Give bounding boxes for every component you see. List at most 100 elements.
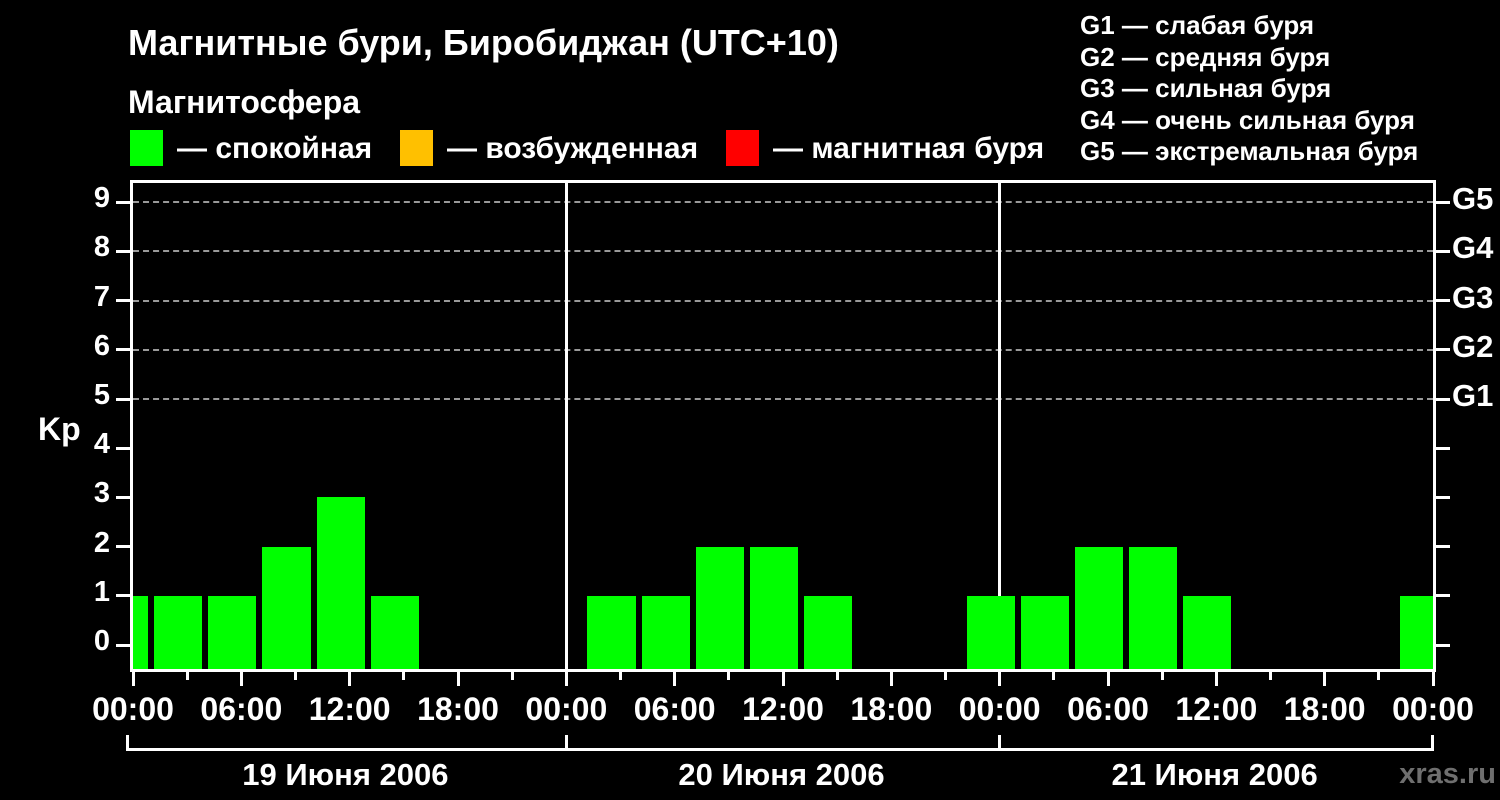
x-axis-minor-tick <box>185 672 189 680</box>
x-axis-major-tick <box>889 672 893 686</box>
x-axis-label: 06:00 <box>633 691 716 727</box>
gridline-kp-7 <box>133 299 1433 302</box>
y-axis-label: 6 <box>93 329 110 362</box>
kp-bar <box>1074 546 1124 669</box>
date-bracket-tick <box>1431 735 1434 748</box>
date-bracket-tick <box>564 735 568 748</box>
x-axis-major-tick <box>131 672 135 686</box>
g-scale-label-g2: G2 <box>1452 328 1494 364</box>
x-axis-major-tick <box>673 672 677 686</box>
x-axis-major-tick <box>781 672 785 686</box>
x-axis-label: 06:00 <box>1067 691 1149 727</box>
g-legend-line-3: G3 — сильная буря <box>1080 73 1332 103</box>
y-axis-tick <box>116 249 133 253</box>
g-scale-label-g1: G1 <box>1452 378 1494 413</box>
gridline-kp-9 <box>133 201 1433 204</box>
y-axis-label: 1 <box>93 575 110 608</box>
x-axis-major-tick <box>1214 672 1218 686</box>
day-separator-line <box>998 183 1002 669</box>
right-axis-tick <box>1433 495 1450 499</box>
x-axis-minor-tick <box>835 672 839 680</box>
y-axis-label: 8 <box>93 231 110 264</box>
legend-label-storm: — магнитная буря <box>773 132 1045 165</box>
x-axis-minor-tick <box>510 672 514 680</box>
y-axis-tick <box>116 545 133 549</box>
kp-bar <box>133 595 149 669</box>
x-axis-minor-tick <box>619 672 622 680</box>
kp-bar <box>1020 595 1069 669</box>
x-axis-minor-tick <box>727 672 731 680</box>
y-axis-label: 9 <box>93 182 110 215</box>
date-bracket-tick <box>126 735 129 748</box>
quiet-color-swatch <box>130 130 163 166</box>
kp-bar <box>154 595 203 669</box>
x-axis-label: 12:00 <box>1175 691 1258 727</box>
gridline-kp-5 <box>133 398 1433 400</box>
right-axis-tick <box>1433 200 1450 204</box>
x-axis-minor-tick <box>1052 672 1056 680</box>
date-label: 19 Июня 2006 <box>242 757 449 792</box>
x-axis-label: 00:00 <box>92 691 174 727</box>
x-axis-minor-tick <box>402 672 406 680</box>
date-bracket-tick <box>998 735 1002 748</box>
kp-bar <box>749 546 799 669</box>
x-axis-minor-tick <box>1269 672 1272 680</box>
x-axis-minor-tick <box>1377 672 1381 680</box>
kp-bar <box>1183 595 1232 669</box>
x-axis-major-tick <box>1323 672 1327 686</box>
g-legend-line-1: G1 — слабая буря <box>1080 10 1315 40</box>
x-axis-major-tick <box>564 672 568 686</box>
legend-label-quiet: — спокойная <box>177 132 373 165</box>
kp-bar <box>370 595 419 669</box>
gridline-kp-6 <box>133 348 1433 351</box>
kp-bar <box>695 546 744 669</box>
right-axis-tick <box>1433 594 1450 598</box>
date-bracket-line <box>126 748 1434 751</box>
legend-item-storm: — магнитная буря <box>726 130 1086 166</box>
x-axis-label: 18:00 <box>850 691 933 727</box>
x-axis-major-tick <box>239 672 243 686</box>
y-axis-tick <box>116 594 133 598</box>
y-axis-tick <box>116 495 133 499</box>
right-axis-tick <box>1433 446 1450 450</box>
y-axis-label: 0 <box>93 625 110 657</box>
y-axis-label: 4 <box>93 428 110 461</box>
storm-scale-legend: G1 — слабая буря G2 — средняя буря G3 — си… <box>1080 10 1418 168</box>
gridline-kp-8 <box>133 250 1433 253</box>
g-scale-label-g5: G5 <box>1452 181 1494 217</box>
kp-bar <box>1399 595 1433 669</box>
plot-area <box>133 183 1433 669</box>
date-label: 20 Июня 2006 <box>678 757 885 792</box>
watermark: xras.ru <box>1399 758 1496 790</box>
storm-color-swatch <box>726 130 759 166</box>
kp-bar <box>208 595 257 669</box>
x-axis-label: 12:00 <box>742 691 824 727</box>
g-legend-line-5: G5 — экстремальная буря <box>1080 136 1419 166</box>
x-axis-label: 00:00 <box>525 691 608 727</box>
x-axis-major-tick <box>1106 672 1110 686</box>
legend-item-quiet: — спокойная <box>130 130 490 166</box>
excited-color-swatch <box>400 130 433 166</box>
x-axis-label: 12:00 <box>308 691 391 727</box>
y-axis-label: 5 <box>93 379 110 411</box>
kp-bar <box>316 497 365 669</box>
y-axis-tick <box>116 200 133 204</box>
right-axis-tick <box>1433 397 1450 401</box>
x-axis-label: 18:00 <box>417 691 499 727</box>
kp-bar <box>262 546 311 669</box>
legend-label-excited: — возбужденная <box>447 132 699 165</box>
g-legend-line-2: G2 — средняя буря <box>1080 41 1331 72</box>
x-axis-minor-tick <box>944 672 947 680</box>
kp-bar <box>1129 546 1178 669</box>
y-axis-title: Kp <box>38 411 81 447</box>
page-title: Магнитные бури, Биробиджан (UTC+10) <box>128 22 839 63</box>
g-scale-label-g4: G4 <box>1452 230 1494 266</box>
g-scale-label-g3: G3 <box>1452 279 1494 315</box>
right-axis-tick <box>1433 348 1450 352</box>
kp-bar <box>587 595 636 669</box>
y-axis-label: 7 <box>93 280 110 313</box>
plot-frame <box>130 180 1436 672</box>
x-axis-major-tick <box>456 672 460 686</box>
x-axis-major-tick <box>1431 672 1435 686</box>
